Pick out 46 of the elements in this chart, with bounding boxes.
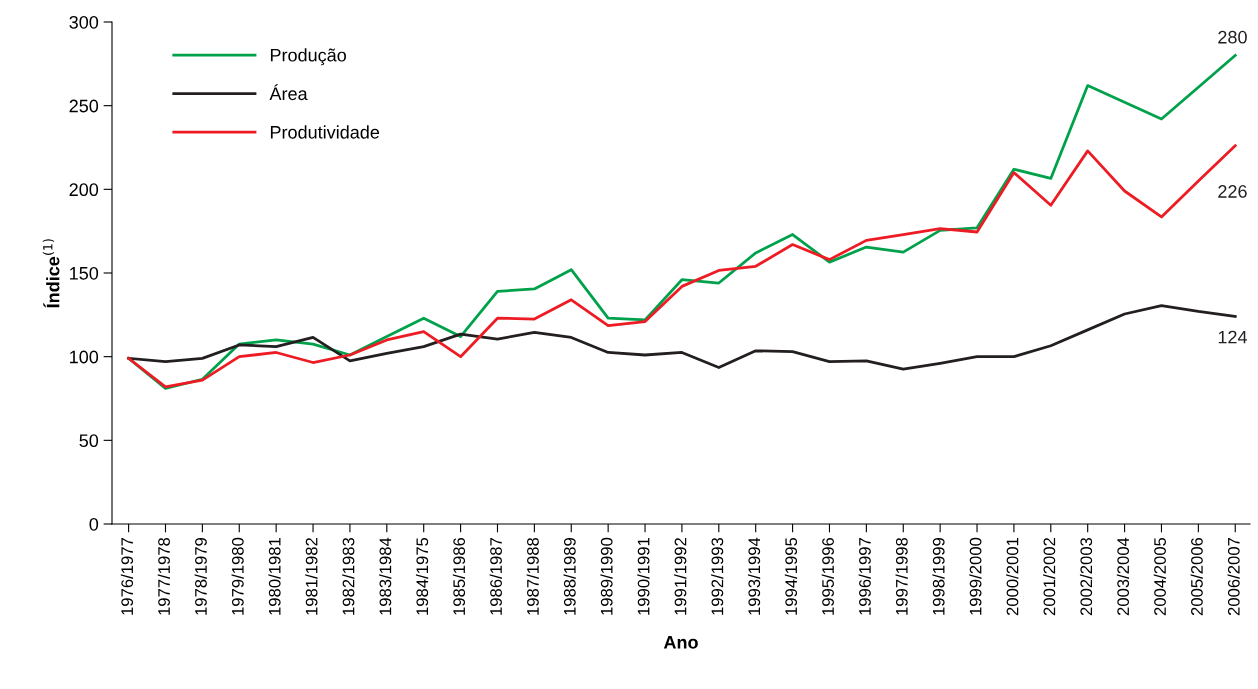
x-tick-label: 1997/1998: [895, 537, 908, 615]
x-tick-label: 1993/1994: [747, 537, 761, 615]
x-tick-label: 1989/1990: [600, 537, 613, 615]
x-tick-label: 1983/1984: [379, 537, 392, 615]
x-tick-label: 1985/1986: [452, 537, 466, 615]
x-tick-label: 2001/2002: [1043, 538, 1056, 616]
x-tick-label: 1986/1987: [489, 538, 502, 615]
x-tick-label: 1982/1983: [342, 537, 355, 615]
x-tick-label: 2004/2005: [1153, 537, 1166, 616]
y-tick-label: 250: [69, 99, 99, 113]
x-tick-label: 1978/1979: [194, 537, 207, 615]
x-tick-label: 2000/2001: [1006, 538, 1019, 616]
y-tick-label: 300: [69, 15, 99, 29]
x-tick-label: 1976/1977: [120, 538, 134, 615]
legend-label: Produção: [270, 48, 346, 66]
legend-label: Produtividade: [270, 125, 380, 139]
data-label: 280: [1218, 30, 1247, 44]
y-tick-label: 150: [70, 266, 99, 280]
x-tick-label: 1995/1996: [821, 537, 834, 615]
y-tick-label: 100: [70, 350, 99, 364]
data-label: 226: [1218, 185, 1247, 198]
x-tick-label: 1988/1989: [563, 537, 576, 615]
x-tick-label: 1999/2000: [969, 537, 982, 615]
y-tick-label: 200: [69, 183, 99, 197]
x-tick-label: 1996/1997: [858, 538, 871, 615]
y-tick-label: 0: [89, 517, 99, 531]
y-axis-title: Índice$^{(1)}$: [42, 239, 60, 308]
y-tick-label: 50: [79, 434, 99, 448]
x-tick-label: 1990/1991: [637, 538, 650, 615]
x-tick-label: 1998/1999: [932, 537, 945, 615]
legend-label: Área: [269, 84, 308, 101]
data-label: 124: [1218, 330, 1247, 344]
x-tick-label: 2005/2006: [1190, 537, 1203, 616]
x-axis-title: Ano: [663, 636, 698, 649]
x-tick-label: 1979/1980: [231, 537, 244, 615]
x-tick-label: 1991/1992: [674, 538, 687, 615]
x-tick-label: 1980/1981: [268, 538, 281, 615]
x-tick-label: 1977/1978: [157, 537, 170, 615]
x-tick-label: 1987/1988: [526, 537, 539, 615]
x-tick-label: 1992/1993: [711, 537, 724, 615]
x-tick-label: 1984/1975: [415, 537, 429, 615]
x-tick-label: 2002/2003: [1079, 537, 1093, 616]
x-tick-label: 2006/2007: [1227, 538, 1240, 616]
x-tick-label: 1994/1995: [784, 537, 798, 615]
x-tick-label: 2003/2004: [1116, 537, 1130, 616]
x-tick-label: 1981/1982: [305, 538, 318, 615]
